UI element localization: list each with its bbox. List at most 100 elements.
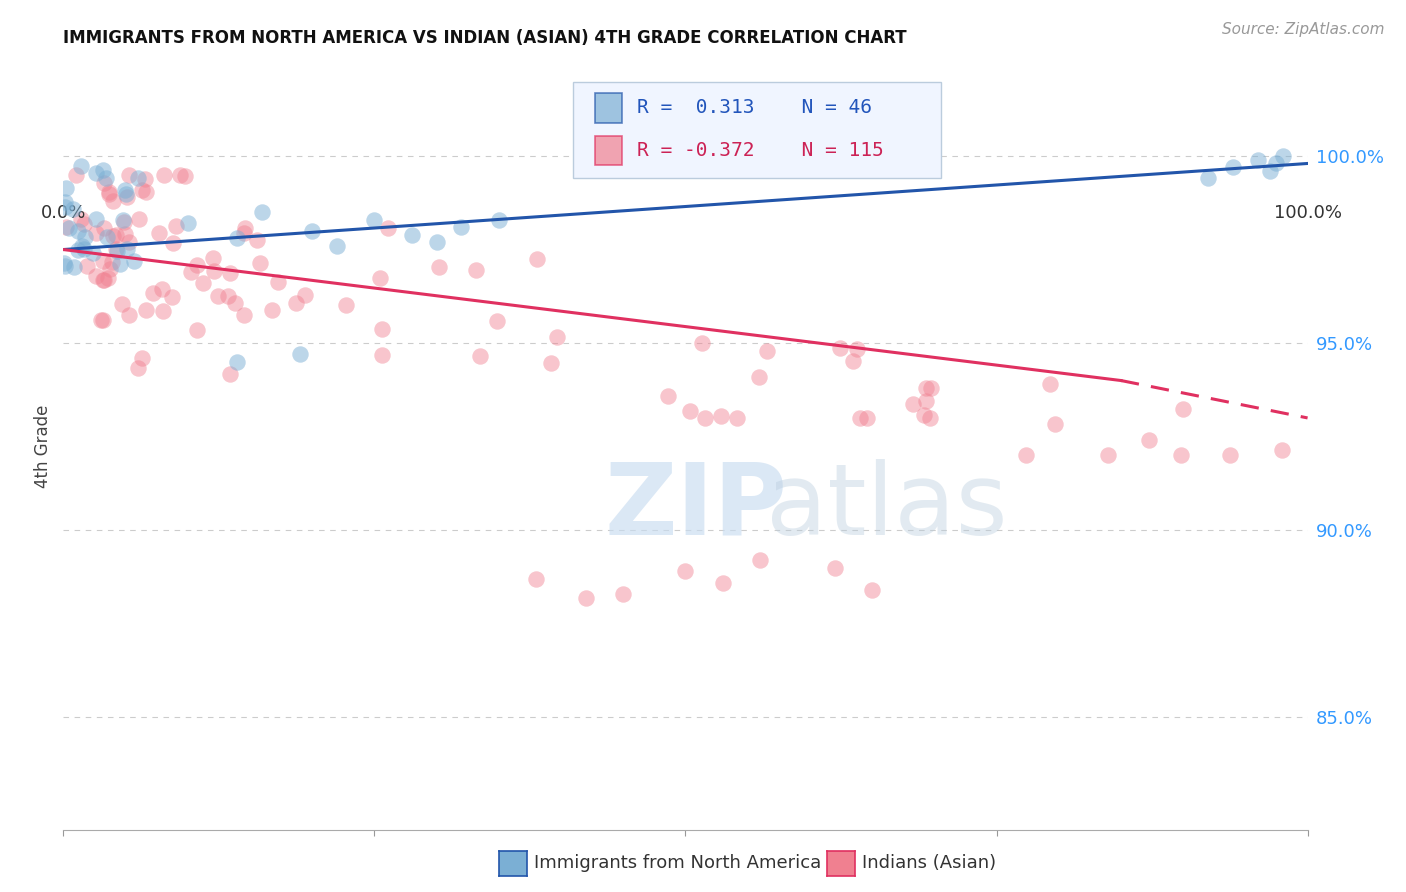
- Point: [679, 404, 702, 418]
- Point: [105, 244, 128, 259]
- Point: [118, 235, 141, 250]
- Point: [150, 282, 173, 296]
- Point: [104, 243, 127, 257]
- Point: [226, 231, 249, 245]
- Point: [131, 183, 153, 197]
- Point: [93, 273, 115, 287]
- Point: [118, 168, 141, 182]
- Point: [426, 235, 449, 249]
- Point: [828, 341, 851, 355]
- Point: [177, 216, 200, 230]
- Point: [84, 166, 107, 180]
- Point: [219, 266, 242, 280]
- Y-axis label: 4th Grade: 4th Grade: [34, 404, 52, 488]
- Point: [465, 263, 488, 277]
- Point: [326, 239, 349, 253]
- Point: [62, 260, 84, 275]
- Point: [186, 323, 208, 337]
- Point: [202, 263, 225, 277]
- Point: [1015, 448, 1038, 462]
- Point: [371, 348, 394, 362]
- Point: [233, 221, 256, 235]
- Point: [1197, 171, 1219, 186]
- Point: [486, 314, 509, 328]
- Point: [540, 356, 562, 370]
- Point: [1247, 153, 1270, 167]
- Point: [226, 355, 249, 369]
- Point: [427, 260, 450, 274]
- Point: [368, 271, 391, 285]
- Point: [1258, 164, 1281, 178]
- Point: [202, 251, 225, 265]
- Point: [90, 313, 112, 327]
- Point: [856, 411, 879, 425]
- Point: [112, 213, 135, 227]
- Point: [217, 289, 239, 303]
- Point: [749, 553, 772, 567]
- Point: [98, 262, 121, 277]
- Point: [165, 219, 187, 233]
- Point: [100, 254, 122, 268]
- Point: [450, 220, 472, 235]
- Point: [118, 308, 141, 322]
- Point: [824, 560, 846, 574]
- Point: [860, 583, 883, 598]
- Point: [117, 243, 139, 257]
- Point: [134, 172, 156, 186]
- Point: [152, 304, 174, 318]
- Point: [191, 277, 214, 291]
- Point: [82, 246, 104, 260]
- Point: [55, 180, 77, 194]
- Point: [66, 224, 89, 238]
- Point: [711, 575, 734, 590]
- Point: [169, 168, 191, 182]
- Point: [912, 408, 935, 422]
- Point: [207, 288, 229, 302]
- Point: [114, 183, 136, 197]
- Point: [55, 220, 77, 235]
- Point: [103, 229, 125, 244]
- Text: IMMIGRANTS FROM NORTH AMERICA VS INDIAN (ASIAN) 4TH GRADE CORRELATION CHART: IMMIGRANTS FROM NORTH AMERICA VS INDIAN …: [63, 29, 907, 47]
- Point: [294, 287, 316, 301]
- Point: [526, 252, 548, 267]
- Point: [288, 347, 311, 361]
- Point: [55, 194, 77, 209]
- Point: [1170, 448, 1192, 462]
- Point: [53, 200, 76, 214]
- Point: [135, 185, 157, 199]
- Text: 100.0%: 100.0%: [1274, 203, 1341, 221]
- Point: [174, 169, 197, 184]
- Point: [267, 275, 290, 289]
- Point: [91, 162, 114, 177]
- Point: [97, 270, 120, 285]
- Point: [363, 212, 385, 227]
- Point: [127, 360, 149, 375]
- Point: [97, 187, 120, 202]
- Point: [72, 239, 94, 253]
- Point: [122, 254, 145, 268]
- Point: [695, 410, 717, 425]
- Point: [94, 170, 117, 185]
- Point: [1265, 156, 1288, 170]
- Point: [1271, 443, 1294, 458]
- Point: [65, 168, 87, 182]
- Point: [920, 411, 942, 425]
- Point: [58, 220, 80, 235]
- Point: [488, 212, 510, 227]
- Point: [920, 381, 942, 395]
- Point: [91, 313, 114, 327]
- Point: [70, 211, 93, 226]
- Point: [142, 285, 165, 300]
- Point: [401, 227, 423, 242]
- Point: [468, 349, 491, 363]
- Point: [91, 273, 114, 287]
- Point: [842, 353, 865, 368]
- Point: [233, 226, 256, 240]
- Point: [128, 212, 150, 227]
- Point: [84, 227, 107, 241]
- Point: [1222, 160, 1244, 174]
- Point: [86, 268, 108, 283]
- Point: [93, 176, 115, 190]
- Point: [127, 170, 149, 185]
- Point: [1039, 377, 1062, 392]
